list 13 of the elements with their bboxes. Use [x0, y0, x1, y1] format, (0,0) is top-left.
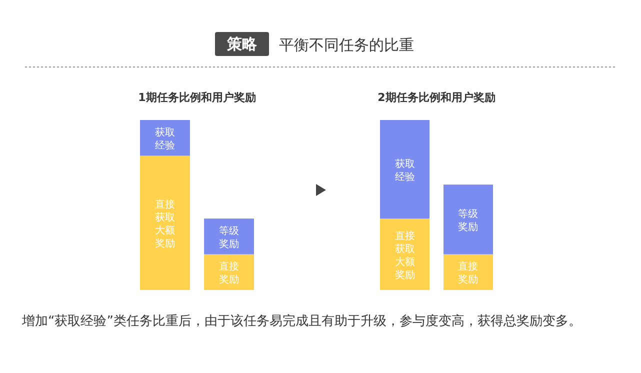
- series-label: 获取经验: [394, 158, 415, 183]
- series-label: 直接获取大额奖励: [154, 198, 175, 250]
- series-label: 直接奖励: [219, 260, 240, 286]
- text: 平衡不同任务的比重: [279, 36, 414, 54]
- chart-title: 1期任务比例和用户奖励: [138, 91, 256, 104]
- text: 策略: [226, 35, 258, 53]
- text: 增加“获取经验”类任务比重后，由于该任务易完成且有助于升级，参与度变高，获得总奖励变多。: [21, 313, 582, 329]
- series-label: 直接奖励: [458, 260, 478, 286]
- series-label: 等级奖励: [458, 208, 478, 233]
- series-label: 等级奖励: [219, 224, 240, 250]
- series-label: 获取经验: [154, 126, 175, 152]
- series-label: 直接获取大额奖励: [394, 230, 415, 281]
- chart-title: 2期任务比例和用户奖励: [378, 91, 496, 104]
